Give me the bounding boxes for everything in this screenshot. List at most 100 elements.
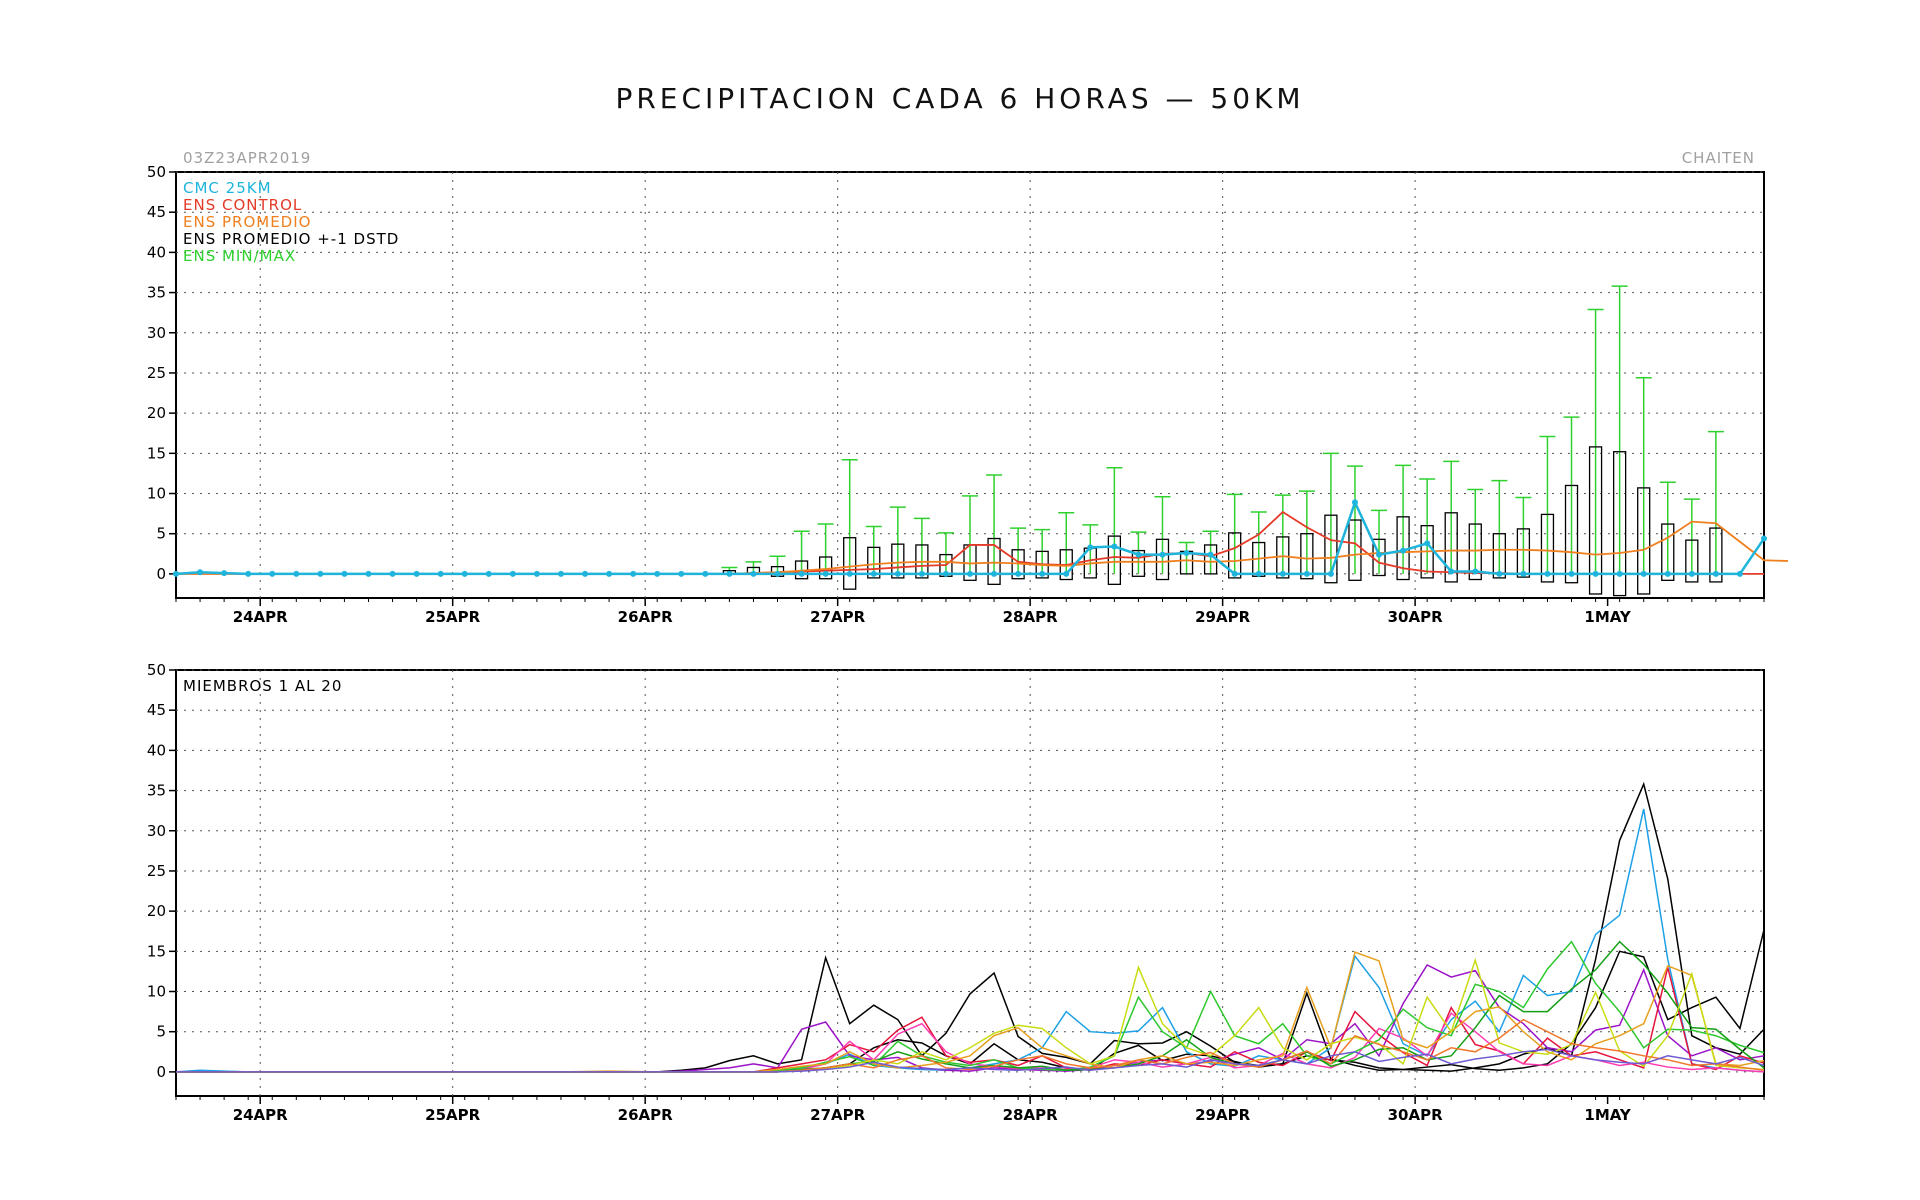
cmc-marker xyxy=(582,570,589,577)
y-tick-label: 0 xyxy=(156,1063,166,1081)
cmc-marker xyxy=(918,570,925,577)
std-box xyxy=(1468,523,1482,581)
x-tick-label: 30APR xyxy=(1388,1106,1443,1124)
y-tick-label: 25 xyxy=(147,364,166,382)
cmc-marker xyxy=(1761,535,1767,542)
run-date-label: 03Z23APR2019 xyxy=(183,149,311,167)
cmc-marker xyxy=(1616,570,1623,577)
cmc-marker xyxy=(1039,570,1046,577)
x-tick-label: 27APR xyxy=(810,608,865,626)
y-tick-label: 35 xyxy=(147,284,166,302)
cmc-marker xyxy=(1135,551,1142,558)
cmc-marker xyxy=(894,570,901,577)
std-box xyxy=(843,537,857,590)
std-box xyxy=(1324,514,1338,584)
std-box xyxy=(1492,533,1506,579)
member-line xyxy=(176,781,1765,1073)
std-box xyxy=(1540,513,1555,583)
cmc-marker xyxy=(1712,570,1719,577)
cmc-marker xyxy=(437,570,444,577)
y-tick-label: 5 xyxy=(156,525,166,543)
cmc-marker xyxy=(1424,540,1431,547)
legend-entry: ENS CONTROL xyxy=(183,196,302,214)
cmc-marker xyxy=(1640,570,1647,577)
cmc-marker xyxy=(485,570,492,577)
std-box xyxy=(1228,532,1242,579)
cmc-marker xyxy=(606,570,613,577)
std-box xyxy=(1131,549,1146,577)
cmc-marker xyxy=(1544,570,1551,577)
y-tick-label: 15 xyxy=(147,444,166,462)
cmc-marker xyxy=(1376,551,1383,558)
cmc-marker xyxy=(293,570,300,577)
std-box xyxy=(1348,519,1362,581)
member-line xyxy=(176,929,1765,1073)
cmc-marker xyxy=(678,570,685,577)
std-box xyxy=(1107,535,1122,585)
cmc-marker xyxy=(991,570,998,577)
y-tick-label: 50 xyxy=(147,661,166,679)
std-box xyxy=(1709,527,1723,583)
cmc-marker xyxy=(1183,549,1190,556)
x-tick-label: 28APR xyxy=(1003,608,1058,626)
std-box xyxy=(891,543,905,579)
ensemble-summary-panel: 0 5 10 15 20 25 30 35 40 45 50 24APR 25APR 26APR 27APR… xyxy=(147,163,1789,626)
cmc-marker xyxy=(702,570,709,577)
y-tick-label: 30 xyxy=(147,822,166,840)
y-tick-label: 45 xyxy=(147,701,166,719)
cmc-marker xyxy=(967,570,973,577)
cmc-marker xyxy=(1448,568,1455,575)
promedio-line xyxy=(176,520,1789,575)
cmc-marker xyxy=(365,570,372,577)
cmc-marker xyxy=(1279,570,1286,577)
y-tick-label: 20 xyxy=(147,404,166,422)
cmc-marker xyxy=(798,570,805,577)
cmc-marker xyxy=(1736,570,1743,577)
cmc-marker xyxy=(870,570,877,577)
cmc-marker xyxy=(269,570,276,577)
plot-frame xyxy=(175,669,1765,1097)
cmc-marker xyxy=(846,570,853,577)
std-box xyxy=(1685,539,1699,583)
cmc-marker xyxy=(389,570,396,577)
std-box xyxy=(1564,484,1579,584)
cmc-marker xyxy=(1015,570,1022,577)
std-box xyxy=(1588,446,1603,595)
cmc-marker xyxy=(654,570,661,577)
legend-entry: ENS PROMEDIO +-1 DSTD xyxy=(183,230,399,248)
cmc-marker xyxy=(750,570,757,577)
station-label: CHAITEN xyxy=(1682,149,1755,167)
x-tick-label: 28APR xyxy=(1003,1106,1058,1124)
y-tick-label: 45 xyxy=(147,203,166,221)
legend-entry: CMC 25KM xyxy=(183,179,272,197)
cmc-marker xyxy=(1327,570,1334,577)
cmc-marker xyxy=(197,569,204,576)
x-tick-label: 1MAY xyxy=(1584,1106,1632,1124)
cmc-marker xyxy=(245,570,252,577)
y-tick-label: 40 xyxy=(147,741,166,759)
cmc-marker xyxy=(1087,544,1094,551)
cmc-marker xyxy=(1303,570,1310,577)
member-line xyxy=(176,1012,1765,1073)
members-label: MIEMBROS 1 AL 20 xyxy=(183,677,342,695)
cmc-marker xyxy=(1664,570,1671,577)
cmc-marker xyxy=(509,570,516,577)
y-tick-label: 0 xyxy=(156,565,166,583)
x-tick-label: 30APR xyxy=(1388,608,1443,626)
y-tick-label: 40 xyxy=(147,243,166,261)
cmc-marker xyxy=(557,570,564,577)
cmc-marker xyxy=(1472,568,1479,575)
cmc-marker xyxy=(1255,570,1262,577)
x-tick-label: 29APR xyxy=(1195,608,1250,626)
std-box xyxy=(1661,523,1675,581)
x-tick-label: 1MAY xyxy=(1584,608,1632,626)
y-tick-label: 20 xyxy=(147,902,166,920)
cmc-marker xyxy=(822,570,829,577)
std-box xyxy=(1444,512,1458,583)
cmc-marker xyxy=(1111,543,1118,550)
cmc-marker xyxy=(1207,551,1214,558)
member-line xyxy=(175,808,1765,1073)
y-tick-label: 15 xyxy=(147,942,166,960)
std-box xyxy=(1637,487,1651,595)
